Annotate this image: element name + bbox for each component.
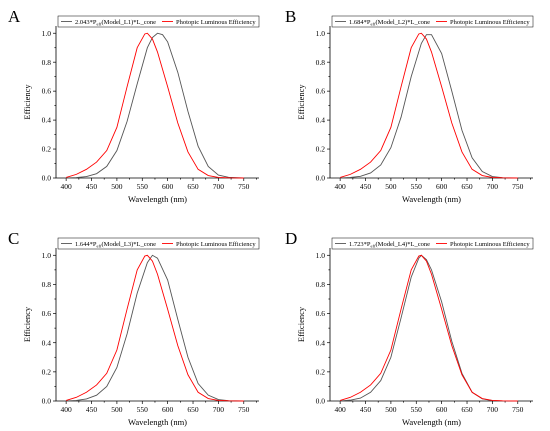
y-tick-label: 0.0 <box>316 174 326 183</box>
x-tick-label: 500 <box>111 182 123 191</box>
panel-letter: C <box>8 229 19 248</box>
legend-box <box>331 237 534 250</box>
model-series-line <box>340 254 518 402</box>
legend-entry-model: 1.684*Peff(Model_L2)*L_cone <box>349 19 430 27</box>
y-tick-label: 0.2 <box>42 367 52 376</box>
y-tick-label: 0.0 <box>42 174 52 183</box>
chart-panel-c: C 400 450 500 550 600 650 700 750 0.0 0.2 0.4 0.6 0.8… <box>8 229 260 427</box>
photopic-series-line <box>340 254 518 402</box>
y-axis-title: Efficiency <box>296 306 306 342</box>
chart-panel-b: B 400 450 500 550 600 650 700 750 0.0 0.2 0.4 0.6 0.8… <box>285 7 534 204</box>
y-tick-label: 0.8 <box>42 280 52 289</box>
y-tick-label: 0.4 <box>42 116 52 125</box>
legend-entry-photopic: Photopic Luminous Efficiency <box>450 241 530 248</box>
y-tick-label: 0.4 <box>316 338 326 347</box>
y-tick-label: 0.4 <box>316 116 326 125</box>
photopic-series-line <box>66 32 244 179</box>
x-tick-label: 400 <box>335 405 347 414</box>
y-tick-label: 0.6 <box>316 309 326 318</box>
x-tick-label: 700 <box>487 405 499 414</box>
legend-entry-model: 1.644*Peff(Model_L3)*L_cone <box>75 241 156 249</box>
y-tick-label: 0.2 <box>316 145 326 154</box>
legend-box <box>331 15 534 28</box>
x-tick-label: 500 <box>385 182 397 191</box>
x-tick-label: 700 <box>213 182 225 191</box>
model-series-line <box>66 254 244 402</box>
x-tick-label: 550 <box>137 182 149 191</box>
photopic-series-line <box>340 32 518 179</box>
y-tick-label: 1.0 <box>316 29 326 38</box>
y-axis-title: Efficiency <box>296 84 306 120</box>
y-tick-label: 0.8 <box>42 58 52 67</box>
legend-box <box>57 15 260 28</box>
panel-letter: A <box>8 7 21 26</box>
axis-lines <box>55 26 259 179</box>
y-axis-title: Efficiency <box>22 84 32 120</box>
x-tick-label: 600 <box>436 405 448 414</box>
y-tick-label: 0.8 <box>316 58 326 67</box>
y-tick-label: 0.6 <box>42 309 52 318</box>
x-tick-label: 500 <box>385 405 397 414</box>
y-tick-label: 0.2 <box>42 145 52 154</box>
y-tick-label: 1.0 <box>316 251 326 260</box>
model-series-line <box>340 34 518 179</box>
y-tick-label: 0.8 <box>316 280 326 289</box>
x-tick-label: 500 <box>111 405 123 414</box>
x-tick-label: 600 <box>162 405 174 414</box>
y-tick-label: 1.0 <box>42 29 52 38</box>
axis-lines <box>329 26 533 179</box>
x-tick-label: 450 <box>360 405 372 414</box>
y-tick-label: 0.6 <box>316 87 326 96</box>
x-tick-label: 700 <box>487 182 499 191</box>
y-axis-title: Efficiency <box>22 306 32 342</box>
x-tick-label: 450 <box>86 405 98 414</box>
x-tick-label: 400 <box>335 182 347 191</box>
y-tick-label: 0.2 <box>316 367 326 376</box>
x-tick-label: 450 <box>86 182 98 191</box>
x-tick-label: 550 <box>137 405 149 414</box>
model-series-line <box>66 32 244 179</box>
axis-lines <box>55 248 259 402</box>
x-tick-label: 750 <box>512 182 524 191</box>
x-tick-label: 650 <box>461 405 473 414</box>
x-axis-title: Wavelength (nm) <box>402 194 461 204</box>
y-tick-label: 0.0 <box>42 397 52 406</box>
x-axis-title: Wavelength (nm) <box>128 417 187 427</box>
y-tick-label: 0.6 <box>42 87 52 96</box>
legend-entry-model: 2.043*Peff(Model_L1)*L_cone <box>75 19 156 27</box>
x-tick-label: 400 <box>61 405 73 414</box>
legend-entry-photopic: Photopic Luminous Efficiency <box>176 19 256 26</box>
x-tick-label: 550 <box>411 182 423 191</box>
legend-entry-photopic: Photopic Luminous Efficiency <box>450 19 530 26</box>
x-tick-label: 650 <box>187 405 199 414</box>
legend-box <box>57 237 260 250</box>
x-tick-label: 600 <box>162 182 174 191</box>
chart-panel-d: D 400 450 500 550 600 650 700 750 0.0 0.2 0.4 0.6 0.8… <box>285 229 534 427</box>
photopic-series-line <box>66 254 244 402</box>
x-tick-label: 750 <box>238 182 250 191</box>
panel-letter: B <box>285 7 296 26</box>
legend-entry-model: 1.723*Peff(Model_L4)*L_cone <box>349 241 430 249</box>
x-tick-label: 750 <box>238 405 250 414</box>
y-tick-label: 1.0 <box>42 251 52 260</box>
x-tick-label: 600 <box>436 182 448 191</box>
x-tick-label: 650 <box>187 182 199 191</box>
x-tick-label: 750 <box>512 405 524 414</box>
legend-entry-photopic: Photopic Luminous Efficiency <box>176 241 256 248</box>
x-tick-label: 400 <box>61 182 73 191</box>
x-tick-label: 650 <box>461 182 473 191</box>
x-tick-label: 450 <box>360 182 372 191</box>
x-tick-label: 550 <box>411 405 423 414</box>
chart-panel-a: A 400 450 500 550 600 650 700 750 0.0 0.2 0.4 0.6 0.8… <box>8 7 260 204</box>
y-tick-label: 0.0 <box>316 397 326 406</box>
x-axis-title: Wavelength (nm) <box>128 194 187 204</box>
x-axis-title: Wavelength (nm) <box>402 417 461 427</box>
panel-letter: D <box>285 229 297 248</box>
y-tick-label: 0.4 <box>42 338 52 347</box>
x-tick-label: 700 <box>213 405 225 414</box>
